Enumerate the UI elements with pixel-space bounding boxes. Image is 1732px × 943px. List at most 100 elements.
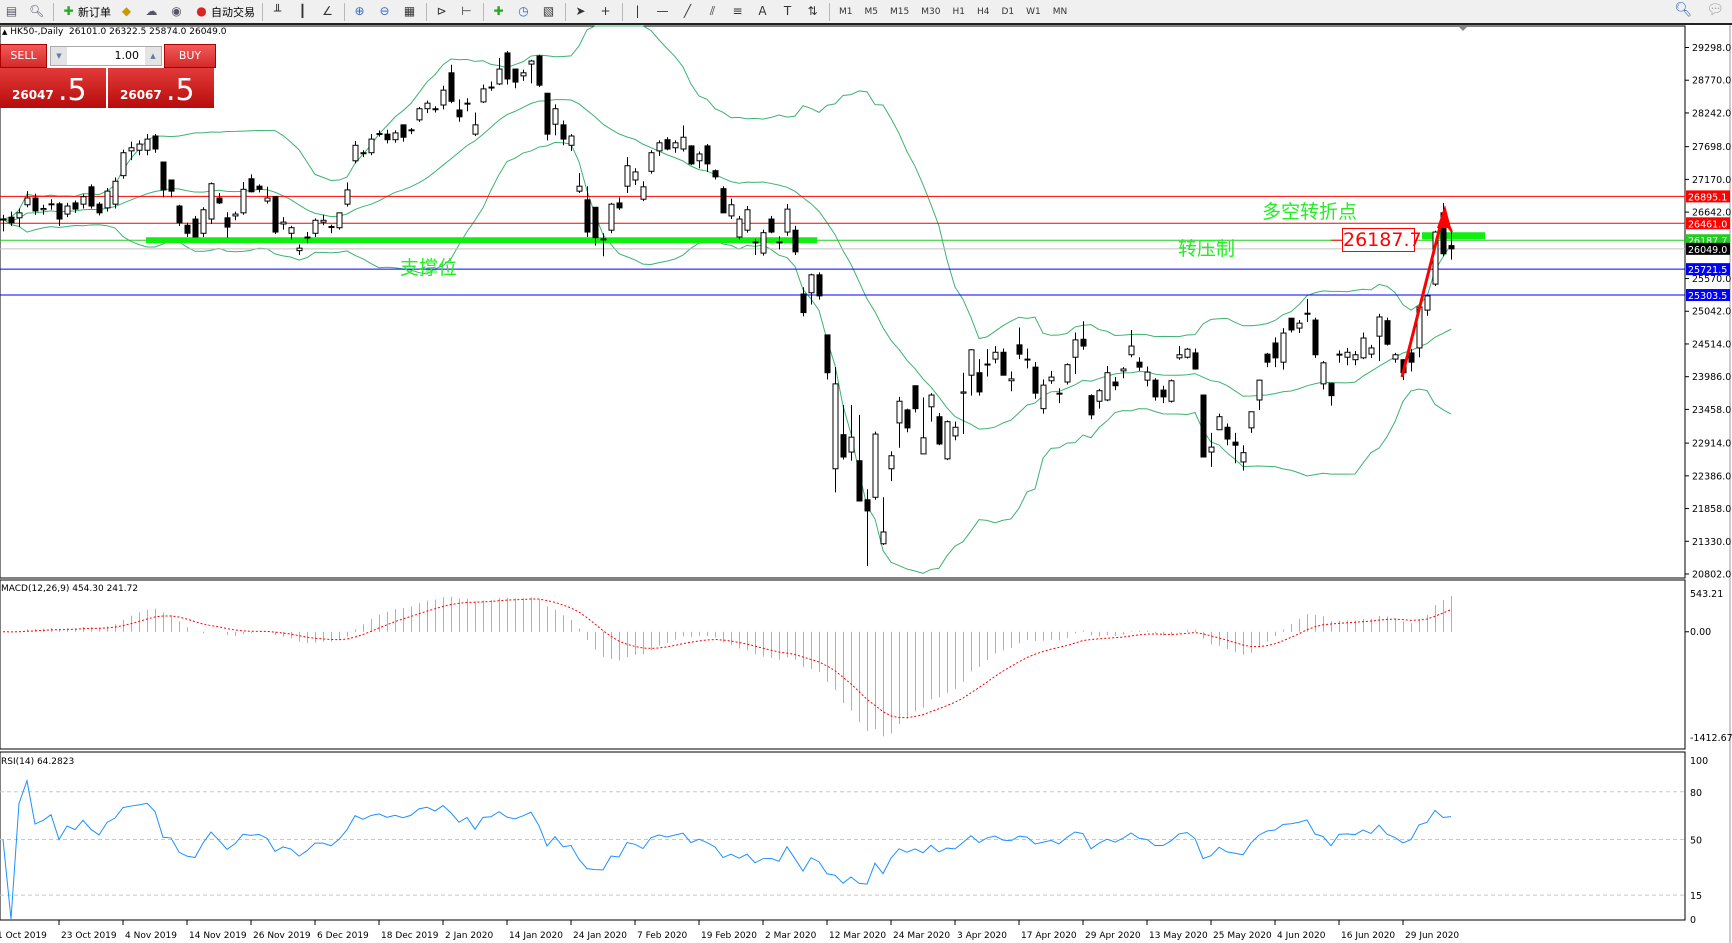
- tile-windows-button[interactable]: ▦: [398, 2, 423, 22]
- chart-window-button[interactable]: ▤: [0, 2, 25, 22]
- candle-body: [792, 229, 799, 253]
- lot-size-input[interactable]: ▼ 1.00 ▲: [50, 46, 162, 66]
- candle-body: [88, 186, 95, 207]
- support-annotation[interactable]: 支撑位: [400, 257, 458, 279]
- candle: [480, 84, 487, 104]
- price-axis-label: 22386.0: [1692, 471, 1731, 482]
- sell-button[interactable]: SELL: [0, 44, 47, 68]
- candle-body: [984, 363, 991, 366]
- candle: [496, 57, 503, 86]
- text-label-icon: T: [783, 4, 792, 18]
- candle: [504, 51, 511, 85]
- candle: [80, 194, 87, 209]
- candle: [792, 225, 799, 255]
- candle-body: [1424, 295, 1431, 311]
- candle: [1312, 317, 1319, 358]
- periods-button[interactable]: ◷: [512, 2, 537, 22]
- pivot-annotation[interactable]: 多空转折点: [1262, 201, 1358, 223]
- vertical-line-button[interactable]: |: [626, 2, 651, 22]
- date-axis-label: 19 Feb 2020: [701, 931, 757, 941]
- zoom-chart-button[interactable]: 🔍︎: [25, 2, 50, 22]
- candle-body: [752, 241, 759, 244]
- crosshair-button[interactable]: +: [594, 2, 619, 22]
- candle: [152, 134, 159, 153]
- price-axis-label: 21330.0: [1692, 537, 1731, 548]
- candlestick-button[interactable]: ┃: [291, 2, 316, 22]
- timeframe-m15[interactable]: M15: [890, 6, 910, 17]
- price-label-box[interactable]: 26187.7: [1342, 228, 1422, 252]
- ohlc-values: 26101.0 26322.5 25874.0 26049.0: [69, 27, 227, 37]
- candle: [464, 98, 471, 112]
- candle: [656, 140, 663, 156]
- increase-lot-icon[interactable]: ▲: [145, 47, 161, 65]
- zoom-out-button[interactable]: ⊖: [373, 2, 398, 22]
- toolbar-label: 新订单: [78, 5, 111, 19]
- candle: [368, 134, 375, 156]
- timeframe-m5[interactable]: M5: [864, 6, 879, 17]
- new-order-button[interactable]: ✚ 新订单: [57, 2, 115, 22]
- candle: [1240, 445, 1247, 471]
- candle: [1344, 347, 1351, 366]
- sell-price-frac: .5: [58, 73, 87, 108]
- candle-body: [680, 136, 687, 150]
- buy-button[interactable]: BUY: [164, 44, 216, 68]
- rsi-axis-label: 0: [1690, 915, 1696, 926]
- market-icon: ☁: [145, 4, 158, 18]
- search-icon[interactable]: 🔍︎: [1674, 2, 1693, 18]
- candle-body: [264, 197, 271, 202]
- candle-body: [1280, 332, 1287, 363]
- candle-body: [200, 209, 207, 234]
- candle-body: [552, 108, 559, 125]
- chart-shift-button[interactable]: ⊳: [430, 2, 455, 22]
- candle: [784, 204, 791, 236]
- auto-trading-button[interactable]: ● 自动交易: [190, 2, 259, 22]
- candle: [1144, 366, 1151, 387]
- trend-arrow-line: [1400, 214, 1445, 378]
- zoom-in-button[interactable]: ⊕: [348, 2, 373, 22]
- timeframe-m30[interactable]: M30: [921, 6, 941, 17]
- cursor-icon: ➤: [575, 4, 586, 18]
- arrows-icon: ⇅: [807, 4, 818, 18]
- timeframe-d1[interactable]: D1: [1001, 6, 1015, 17]
- sell-price-button[interactable]: 26047 .5: [0, 68, 106, 108]
- timeframe-m1[interactable]: M1: [839, 6, 853, 17]
- resistance-annotation[interactable]: 转压制: [1178, 238, 1236, 260]
- equidistant-channel-button[interactable]: ⫽: [701, 2, 726, 22]
- line-chart-button[interactable]: ∠: [316, 2, 341, 22]
- candle: [184, 222, 191, 238]
- timeframe-mn[interactable]: MN: [1052, 6, 1068, 17]
- fibonacci-button[interactable]: ≡: [726, 2, 751, 22]
- templates-button[interactable]: ▧: [537, 2, 562, 22]
- candle-body: [1240, 452, 1247, 463]
- candle-body: [1232, 441, 1239, 446]
- chat-icon[interactable]: 💬︎: [1706, 2, 1724, 18]
- collapse-triangle-icon[interactable]: ▲: [2, 28, 8, 36]
- buy-price-button[interactable]: 26067 .5: [108, 68, 214, 108]
- arrows-button[interactable]: ⇅: [801, 2, 826, 22]
- text-label-button[interactable]: T: [776, 2, 801, 22]
- indicators-button[interactable]: ✚: [487, 2, 512, 22]
- candle: [112, 177, 119, 209]
- cursor-button[interactable]: ➤: [569, 2, 594, 22]
- bar-chart-button[interactable]: ╨: [266, 2, 291, 22]
- timeframe-h1[interactable]: H1: [952, 6, 965, 17]
- candle-body: [168, 179, 175, 192]
- chart-canvas[interactable]: 29298.0 28770.0 28242.0 27698.0 27170.0 26642…: [0, 25, 1732, 943]
- date-axis-label: 6 Dec 2019: [317, 931, 369, 941]
- horizontal-line-button[interactable]: —: [651, 2, 676, 22]
- timeframe-h4[interactable]: H4: [976, 6, 990, 17]
- candle: [144, 134, 151, 156]
- candle-body: [256, 185, 263, 190]
- candle: [1264, 352, 1271, 368]
- decrease-lot-icon[interactable]: ▼: [51, 47, 67, 65]
- text-button[interactable]: A: [751, 2, 776, 22]
- candle: [920, 397, 927, 455]
- price-axis-label: 28242.0: [1692, 108, 1731, 119]
- signals-button[interactable]: ◉: [165, 2, 190, 22]
- market-button[interactable]: ☁: [140, 2, 165, 22]
- metaeditor-button[interactable]: ◆: [115, 2, 140, 22]
- candle-body: [608, 203, 615, 231]
- timeframe-w1[interactable]: W1: [1026, 6, 1041, 17]
- autoscroll-button[interactable]: ⊢: [455, 2, 480, 22]
- trendline-button[interactable]: ╱: [676, 2, 701, 22]
